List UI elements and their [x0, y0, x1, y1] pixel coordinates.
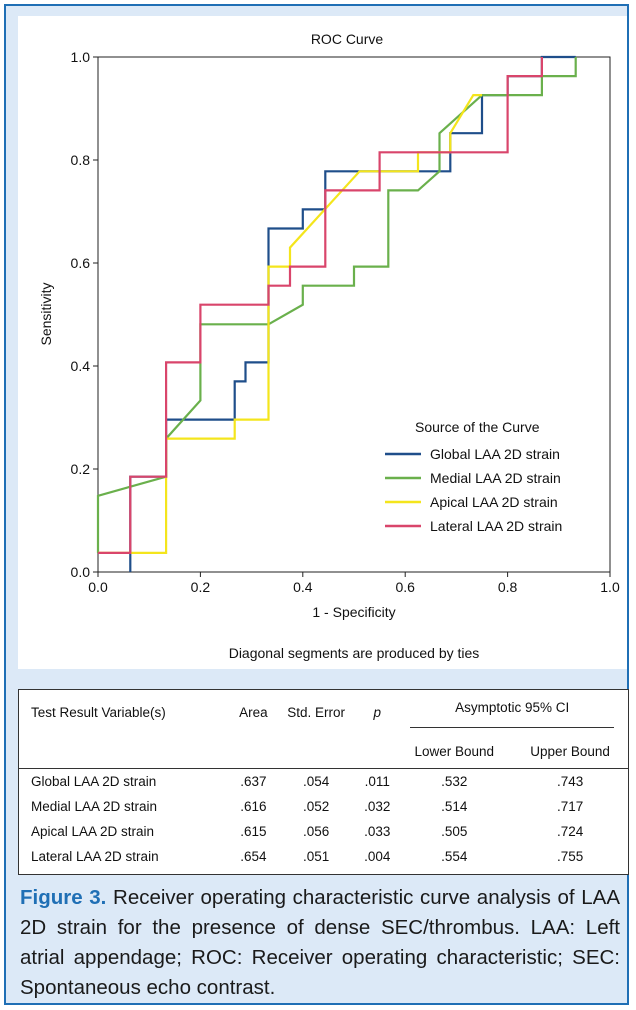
cell-upper: .743	[556, 774, 584, 789]
y-tick-label: 0.6	[71, 255, 91, 271]
legend-title: Source of the Curve	[415, 419, 540, 435]
caption-text: Receiver operating characteristic curve …	[20, 886, 620, 999]
legend-label: Medial LAA 2D strain	[430, 470, 561, 486]
cell-area: .654	[240, 849, 267, 864]
y-tick-label: 1.0	[71, 49, 91, 65]
roc-curve-medial	[96, 57, 577, 553]
legend: Source of the Curve Global LAA 2D strain…	[385, 419, 562, 534]
roc-curve-apical	[98, 94, 482, 554]
cell-std-error: .054	[303, 774, 330, 789]
x-tick-label: 1.0	[600, 579, 620, 595]
auc-table-panel: Test Result Variable(s) Area Std. Error …	[18, 689, 629, 875]
roc-chart: ROC Curve 0.0 0.2 0.4 0.6 0.8 1.0 0.00.20.40.…	[38, 31, 620, 661]
plot-area-frame	[97, 56, 611, 573]
x-tick-label: 0.0	[88, 579, 108, 595]
cell-std-error: .052	[303, 799, 330, 814]
cell-upper: .724	[556, 824, 584, 839]
table-row: Lateral LAA 2D strain .654 .051 .004 .554 .75…	[19, 844, 628, 869]
auc-table: Test Result Variable(s) Area Std. Error …	[19, 690, 628, 869]
y-tick-label: 0.2	[71, 461, 91, 477]
legend-label: Apical LAA 2D strain	[430, 494, 558, 510]
cell-variable: Medial LAA 2D strain	[31, 799, 158, 814]
header-p: p	[373, 704, 382, 720]
cell-p: .033	[364, 824, 391, 839]
table-row: Medial LAA 2D strain .616 .052 .032 .514 .717	[19, 794, 628, 819]
cell-area: .637	[240, 774, 267, 789]
cell-p: .004	[364, 849, 391, 864]
header-lower-bound: Lower Bound	[414, 743, 495, 759]
cell-area: .615	[240, 824, 267, 839]
y-axis-label: Sensitivity	[38, 282, 54, 345]
cell-lower: .554	[441, 849, 468, 864]
x-tick-label: 0.4	[293, 579, 313, 595]
cell-variable: Lateral LAA 2D strain	[31, 849, 159, 864]
roc-curve-lateral	[98, 57, 543, 554]
header-variable: Test Result Variable(s)	[31, 704, 166, 720]
cell-variable: Global LAA 2D strain	[31, 774, 157, 789]
x-axis: 0.0 0.2 0.4 0.6 0.8 1.0	[88, 572, 620, 595]
header-upper-bound: Upper Bound	[530, 743, 610, 759]
y-axis: 0.0 0.2 0.4 0.6 0.8 1.0	[71, 49, 98, 580]
figure-frame: ROC Curve 0.0 0.2 0.4 0.6 0.8 1.0 0.0 0.2 0.4 0.…	[4, 4, 629, 1005]
y-tick-label: 0.8	[71, 152, 91, 168]
header-area: Area	[239, 704, 268, 720]
cell-area: .616	[240, 799, 267, 814]
cell-lower: .532	[441, 774, 468, 789]
cell-p: .011	[364, 774, 390, 789]
legend-label: Global LAA 2D strain	[430, 446, 560, 462]
cell-std-error: .056	[303, 824, 330, 839]
header-ci: Asymptotic 95% CI	[396, 690, 628, 734]
cell-variable: Apical LAA 2D strain	[31, 824, 155, 839]
table-row: Apical LAA 2D strain .615 .056 .033 .505 .724	[19, 819, 628, 844]
x-axis-label: 1 - Specificity	[312, 604, 395, 620]
legend-label: Lateral LAA 2D strain	[430, 518, 562, 534]
cell-upper: .717	[556, 799, 584, 814]
figure-label: Figure 3.	[20, 886, 107, 909]
cell-lower: .514	[441, 799, 468, 814]
roc-chart-panel: ROC Curve 0.0 0.2 0.4 0.6 0.8 1.0 0.0 0.2 0.4 0.…	[18, 16, 627, 669]
y-tick-label: 0.4	[71, 358, 91, 374]
cell-p: .032	[364, 799, 391, 814]
y-tick-label: 0.0	[71, 564, 91, 580]
header-ci-label: Asymptotic 95% CI	[410, 696, 614, 728]
x-tick-label: 0.6	[395, 579, 415, 595]
cell-lower: .505	[441, 824, 468, 839]
header-std-error: Std. Error	[287, 704, 346, 720]
x-tick-label: 0.2	[191, 579, 211, 595]
chart-footnote: Diagonal segments are produced by ties	[229, 645, 480, 661]
figure-caption: Figure 3. Receiver operating characteris…	[20, 883, 620, 1003]
x-tick-label: 0.8	[498, 579, 518, 595]
table-row: Global LAA 2D strain .637 .054 .011 .532 .743	[19, 769, 628, 794]
cell-std-error: .051	[303, 849, 330, 864]
roc-curves	[96, 55, 577, 572]
chart-title: ROC Curve	[311, 31, 384, 47]
cell-upper: .755	[556, 849, 584, 864]
